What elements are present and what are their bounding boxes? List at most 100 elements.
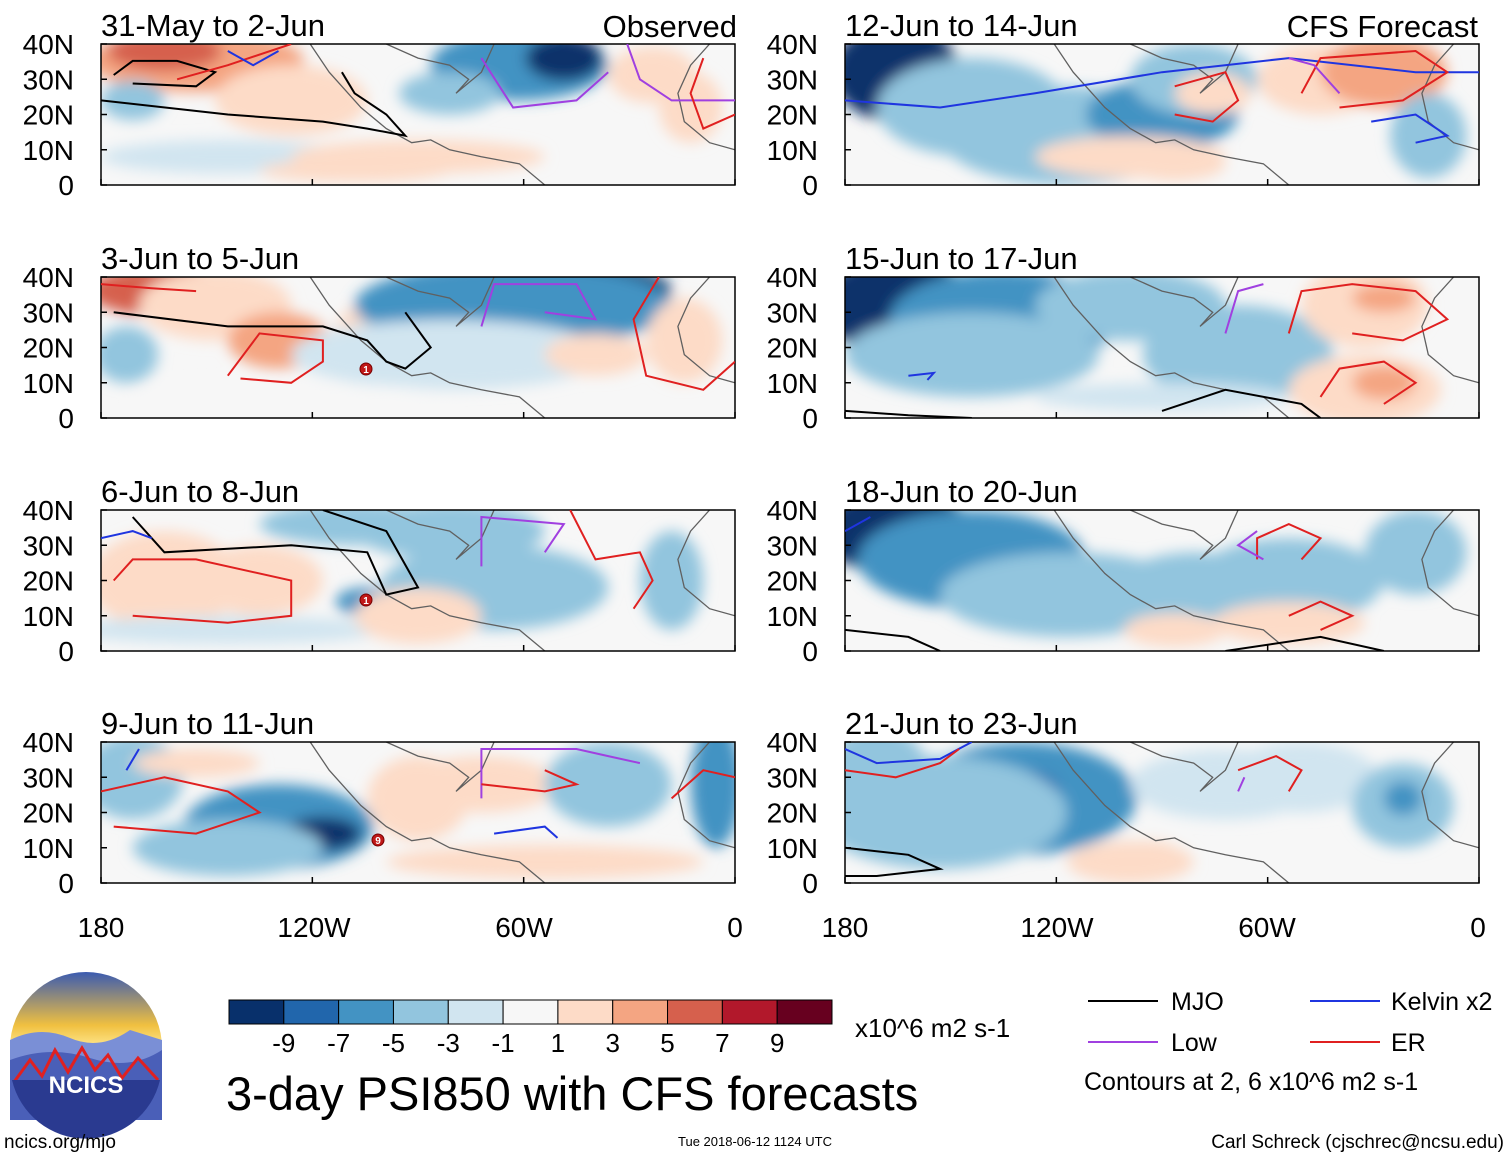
legend-mjo-label: MJO	[1171, 988, 1224, 1016]
lon-tick: 60W	[495, 912, 553, 943]
lat-tick: 30N	[767, 762, 818, 793]
figure-title: 3-day PSI850 with CFS forecasts	[226, 1067, 918, 1120]
colorbar-swatch	[776, 999, 833, 1025]
contour-line	[101, 530, 153, 540]
anomaly-field	[845, 742, 1479, 883]
lat-tick: 30N	[767, 297, 818, 328]
contour-line	[101, 776, 262, 835]
contour-line	[569, 510, 654, 610]
coastlines	[1053, 510, 1479, 651]
anomaly-blob	[196, 545, 323, 616]
lon-axis-left: 180 120W 60W 0	[78, 912, 743, 943]
contour-line	[1256, 523, 1323, 561]
anomaly-blob	[101, 531, 241, 630]
anomaly-blob	[1193, 538, 1384, 623]
colorbar-swatch	[721, 999, 778, 1025]
map-panel-1: 31-May to 2-Jun 40N 30N 20N 10N 0	[23, 8, 736, 201]
lat-tick: 40N	[23, 262, 74, 293]
storm-marker: 9	[371, 833, 385, 847]
legend-er-label: ER	[1391, 1029, 1426, 1057]
map-panel-3: 6-Jun to 8-Jun 40N 30N 20N 10N 0	[23, 474, 736, 667]
map-panel-6: 15-Jun to 17-Jun 40N 30N 20N 10N 0	[767, 241, 1480, 434]
lat-tick: 20N	[23, 798, 74, 829]
contour-line	[226, 332, 324, 384]
panel-title: 6-Jun to 8-Jun	[101, 474, 299, 509]
lon-tick: 180	[822, 912, 869, 943]
lat-tick: 10N	[767, 135, 818, 166]
map-panel-8: 21-Jun to 23-Jun 40N 30N 20N 10N 0	[767, 706, 1480, 899]
map-panel-5: 12-Jun to 14-Jun 40N 30N 20N 10N 0	[767, 8, 1480, 201]
lat-tick: 10N	[23, 135, 74, 166]
lon-tick: 60W	[1238, 912, 1296, 943]
lat-tick: 10N	[23, 833, 74, 864]
contour-line	[845, 628, 941, 651]
anomaly-blob	[132, 749, 260, 778]
contour-line	[227, 50, 279, 67]
colorbar-label: -1	[492, 1028, 515, 1058]
anomaly-blob	[525, 44, 602, 81]
lat-tick: 30N	[23, 297, 74, 328]
storm-label: 9	[375, 836, 381, 847]
storm-label: 1	[363, 365, 369, 376]
ncics-logo[interactable]: NCICS	[10, 972, 162, 1139]
anomaly-blob	[639, 531, 704, 630]
legend: MJO Kelvin x2 Low ER Contours at 2, 6 x1…	[1084, 988, 1492, 1096]
lon-axis-right: 180 120W 60W 0	[822, 912, 1486, 943]
anomaly-blob	[259, 159, 450, 183]
contour-line	[1287, 283, 1450, 342]
contour-line	[845, 409, 972, 418]
website-link[interactable]: ncics.org/mjo	[4, 1132, 116, 1153]
lat-tick: 0	[802, 636, 818, 667]
contour-line	[101, 71, 409, 138]
lat-tick: 20N	[767, 333, 818, 364]
lat-tick: 0	[58, 403, 74, 434]
wave-contours	[101, 510, 654, 624]
anomaly-blob	[101, 615, 387, 644]
contour-line	[1225, 635, 1385, 651]
coastlines	[309, 44, 735, 185]
lat-tick: 30N	[767, 64, 818, 95]
lat-tick: 0	[802, 403, 818, 434]
lat-tick: 10N	[767, 368, 818, 399]
lat-tick: 40N	[767, 495, 818, 526]
lat-tick: 20N	[23, 333, 74, 364]
colorbar-swatch	[502, 999, 559, 1025]
wave-contours	[845, 49, 1479, 144]
lat-tick: 10N	[767, 601, 818, 632]
anomaly-blob	[107, 44, 222, 71]
contour-line	[176, 44, 292, 81]
coastlines	[309, 277, 735, 418]
anomaly-blob	[544, 333, 647, 376]
lat-tick: 40N	[23, 495, 74, 526]
contour-line	[131, 510, 420, 596]
author-credit[interactable]: Carl Schreck (cjschrec@ncsu.edu)	[1211, 1132, 1504, 1153]
lat-tick: 40N	[23, 727, 74, 758]
colorbar-swatch	[612, 999, 669, 1025]
contour-line	[1161, 388, 1322, 418]
colorbar-swatch	[667, 999, 723, 1025]
anomaly-blob	[1142, 305, 1334, 404]
anomaly-field	[101, 742, 735, 883]
panel-title: 9-Jun to 11-Jun	[101, 706, 314, 741]
contour-line	[845, 57, 1479, 109]
map-panel-2: 3-Jun to 5-Jun 40N 30N 20N 10N 0	[23, 241, 736, 434]
colorbar-label: 1	[551, 1028, 565, 1058]
lon-tick: 180	[78, 912, 125, 943]
colorbar-label: -9	[272, 1028, 295, 1058]
wave-contours	[101, 44, 735, 138]
anomaly-blob	[132, 819, 323, 876]
lat-tick: 10N	[23, 368, 74, 399]
contour-line	[480, 515, 566, 567]
anomaly-blob	[1174, 72, 1251, 115]
contour-line	[113, 59, 218, 88]
anomaly-blob	[658, 72, 723, 143]
colorbar-swatch	[338, 999, 394, 1025]
anomaly-blob	[398, 72, 501, 115]
lat-tick: 0	[58, 868, 74, 899]
anomaly-blob	[544, 742, 672, 827]
colorbar-label: -5	[382, 1028, 405, 1058]
lon-tick: 0	[727, 912, 743, 943]
anomaly-field	[101, 510, 735, 651]
lat-tick: 40N	[23, 29, 74, 60]
contour-line	[1288, 57, 1341, 94]
